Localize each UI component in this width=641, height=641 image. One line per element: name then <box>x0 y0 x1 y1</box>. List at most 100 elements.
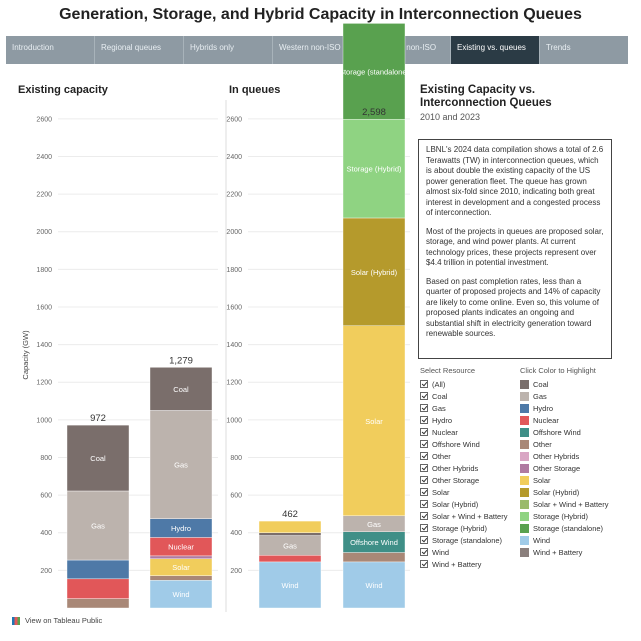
resource-filter-item[interactable]: Wind <box>420 546 507 558</box>
y-tick-label: 1600 <box>36 304 52 311</box>
color-swatch[interactable] <box>520 547 529 557</box>
color-legend-item[interactable]: Solar <box>520 474 608 486</box>
color-swatch[interactable] <box>520 439 529 449</box>
tab-hybrids-only[interactable]: Hybrids only <box>184 36 273 64</box>
color-legend-item[interactable]: Offshore Wind <box>520 426 608 438</box>
y-tick-label: 800 <box>40 455 52 462</box>
tab-trends[interactable]: Trends <box>546 43 571 52</box>
color-legend-item[interactable]: Other Hybrids <box>520 450 608 462</box>
checkbox-checked-icon[interactable] <box>420 524 428 532</box>
y-tick-label: 2600 <box>226 116 242 123</box>
bar-total-label: 2,598 <box>362 107 386 118</box>
color-legend-item[interactable]: Other Storage <box>520 462 608 474</box>
checkbox-checked-icon[interactable] <box>420 428 428 436</box>
color-legend: Click Color to Highlight Coal Gas Hydro Nuc… <box>520 366 608 558</box>
resource-filter-item[interactable]: Storage (Hybrid) <box>420 522 507 534</box>
side-panel-title: Existing Capacity vs. Interconnection Qu… <box>420 84 552 109</box>
color-swatch[interactable] <box>520 487 529 497</box>
tab-regional-queues[interactable]: Regional queues <box>95 36 184 64</box>
resource-filter-label: Offshore Wind <box>432 439 480 449</box>
y-tick-label: 2200 <box>36 192 52 199</box>
checkbox-checked-icon[interactable] <box>420 440 428 448</box>
y-tick-label: 2200 <box>226 192 242 199</box>
color-swatch[interactable] <box>520 535 529 545</box>
bar-segment <box>258 555 322 563</box>
resource-filter-label: (All) <box>432 379 446 389</box>
checkbox-checked-icon[interactable] <box>420 536 428 544</box>
color-swatch[interactable] <box>520 391 529 401</box>
resource-filter-item[interactable]: Solar <box>420 486 507 498</box>
color-legend-item[interactable]: Hydro <box>520 402 608 414</box>
color-swatch[interactable] <box>520 415 529 425</box>
resource-filter-item[interactable]: Other Storage <box>420 474 507 486</box>
resource-filter-item[interactable]: Coal <box>420 390 507 402</box>
segment-label: Storage (Hybrid) <box>346 165 402 174</box>
tableau-public-link[interactable]: View on Tableau Public <box>12 616 102 625</box>
tab-introduction[interactable]: Introduction <box>6 36 95 64</box>
color-swatch[interactable] <box>520 451 529 461</box>
y-tick-label: 2000 <box>36 229 52 236</box>
checkbox-checked-icon[interactable] <box>420 512 428 520</box>
segment-label: Solar <box>172 563 190 572</box>
checkbox-checked-icon[interactable] <box>420 392 428 400</box>
bar-segment <box>342 217 406 326</box>
color-legend-item[interactable]: Wind + Battery <box>520 546 608 558</box>
description-paragraph: Based on past completion rates, less tha… <box>426 276 601 339</box>
checkbox-checked-icon[interactable] <box>420 452 428 460</box>
color-swatch[interactable] <box>520 475 529 485</box>
color-legend-item[interactable]: Other <box>520 438 608 450</box>
resource-filter-item[interactable]: Offshore Wind <box>420 438 507 450</box>
color-swatch[interactable] <box>520 523 529 533</box>
resource-filter-item[interactable]: Hydro <box>420 414 507 426</box>
checkbox-checked-icon[interactable] <box>420 416 428 424</box>
color-legend-item[interactable]: Coal <box>520 378 608 390</box>
color-swatch[interactable] <box>520 403 529 413</box>
color-swatch[interactable] <box>520 499 529 509</box>
color-legend-label: Nuclear <box>533 415 559 425</box>
resource-filter-item[interactable]: Solar (Hybrid) <box>420 498 507 510</box>
segment-label: Solar <box>365 417 383 426</box>
color-legend-item[interactable]: Gas <box>520 390 608 402</box>
description-paragraph: LBNL's 2024 data compilation shows a tot… <box>426 145 604 217</box>
segment-label: Wind <box>172 590 189 599</box>
resource-filter-item[interactable]: Other <box>420 450 507 462</box>
checkbox-checked-icon[interactable] <box>420 464 428 472</box>
dashboard-title: Generation, Storage, and Hybrid Capacity… <box>59 6 582 23</box>
color-legend-item[interactable]: Wind <box>520 534 608 546</box>
y-tick-label: 2000 <box>226 229 242 236</box>
y-tick-label: 200 <box>40 568 52 575</box>
tab-existing-vs-queues[interactable]: Existing vs. queues <box>451 36 540 64</box>
checkbox-checked-icon[interactable] <box>420 476 428 484</box>
color-legend-label: Solar (Hybrid) <box>533 487 580 497</box>
color-legend-item[interactable]: Storage (standalone) <box>520 522 608 534</box>
resource-filter-item[interactable]: Nuclear <box>420 426 507 438</box>
checkbox-checked-icon[interactable] <box>420 548 428 556</box>
color-legend-item[interactable]: Solar (Hybrid) <box>520 486 608 498</box>
segment-label: Gas <box>174 461 188 470</box>
bar-segment <box>258 561 322 609</box>
resource-filter-item[interactable]: Gas <box>420 402 507 414</box>
color-legend-item[interactable]: Solar + Wind + Battery <box>520 498 608 510</box>
color-legend-item[interactable]: Storage (Hybrid) <box>520 510 608 522</box>
checkbox-checked-icon[interactable] <box>420 488 428 496</box>
color-swatch[interactable] <box>520 463 529 473</box>
resource-filter-item[interactable]: Wind + Battery <box>420 558 507 570</box>
color-legend-label: Wind <box>533 535 551 545</box>
color-swatch[interactable] <box>520 379 529 389</box>
y-tick-label: 400 <box>40 530 52 537</box>
color-swatch[interactable] <box>520 427 529 437</box>
resource-filter-item[interactable]: Storage (standalone) <box>420 534 507 546</box>
existing-capacity-title: Existing capacity <box>18 84 108 96</box>
color-legend-item[interactable]: Nuclear <box>520 414 608 426</box>
resource-filter-label: Gas <box>432 403 446 413</box>
resource-filter-item[interactable]: Other Hybrids <box>420 462 507 474</box>
checkbox-checked-icon[interactable] <box>420 560 428 568</box>
checkbox-checked-icon[interactable] <box>420 380 428 388</box>
resource-filter-item[interactable]: Solar + Wind + Battery <box>420 510 507 522</box>
color-swatch[interactable] <box>520 511 529 521</box>
bar-total-label: 1,279 <box>169 355 193 366</box>
resource-filter-item[interactable]: (All) <box>420 378 507 390</box>
checkbox-checked-icon[interactable] <box>420 404 428 412</box>
checkbox-checked-icon[interactable] <box>420 500 428 508</box>
segment-label: Hydro <box>171 524 191 533</box>
